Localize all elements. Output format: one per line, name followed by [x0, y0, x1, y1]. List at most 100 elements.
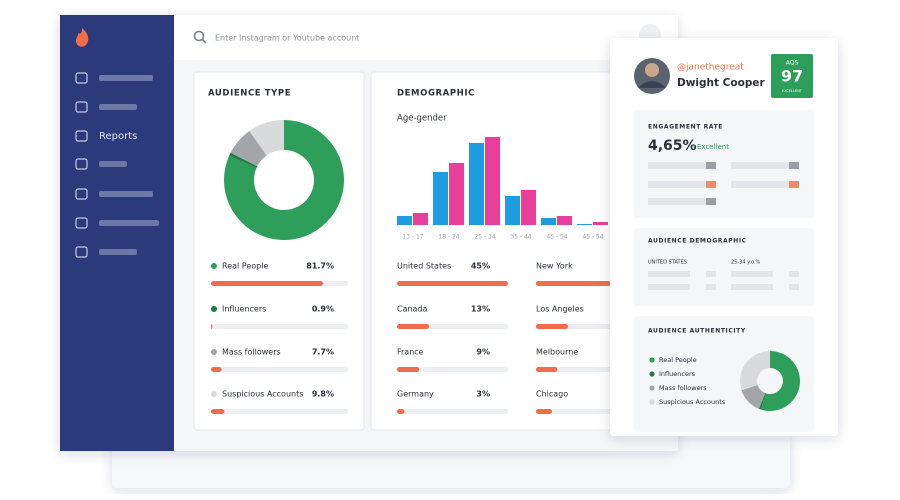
- aqs-rating: EXCELLENT: [782, 89, 803, 93]
- bar: [521, 190, 536, 225]
- list-label: United States: [397, 262, 451, 271]
- placeholder: [789, 181, 799, 188]
- main-window: Reports Enter Instagram or Youtube accou…: [60, 15, 678, 451]
- x-tick-label: 13 - 17: [402, 234, 423, 241]
- aqs-score: 97: [781, 67, 803, 86]
- list-label: Germany: [397, 390, 434, 399]
- x-tick-label: 45 - 54: [582, 234, 603, 241]
- avatar: [645, 63, 659, 77]
- demographic-label: UNITED STATES: [648, 260, 687, 266]
- legend-label: Mass followers: [222, 348, 281, 357]
- search-icon: [201, 38, 207, 44]
- bar-track: [211, 367, 348, 372]
- panel-title: AUDIENCE DEMOGRAPHIC: [648, 238, 747, 245]
- demographic: 13 - 17 18 - 24 25 - 34 35 - 44 45 - 54 45 - …: [397, 137, 616, 414]
- aqs-badge: [771, 54, 813, 98]
- bar-track: [211, 324, 348, 329]
- placeholder: [731, 271, 773, 277]
- bar: [536, 367, 558, 372]
- card-title: AUDIENCE TYPE: [208, 89, 291, 99]
- bar: [397, 409, 405, 414]
- placeholder: [648, 271, 690, 277]
- menu-item[interactable]: [99, 75, 153, 81]
- placeholder: [706, 198, 716, 205]
- sidebar-menu: Reports: [75, 72, 159, 258]
- list-label: Chicago: [536, 390, 568, 399]
- placeholder: [706, 162, 716, 169]
- legend-label: Influencers: [659, 370, 696, 378]
- bar-track: [397, 409, 508, 414]
- menu-item[interactable]: Reports: [99, 131, 137, 142]
- profile-name: Dwight Cooper: [677, 77, 765, 89]
- bar: [485, 137, 500, 225]
- donut-segment: [740, 351, 770, 391]
- menu-icon: [75, 101, 88, 113]
- menu-item[interactable]: [99, 191, 153, 197]
- legend-value: 81.7%: [306, 262, 334, 271]
- list-label: Canada: [397, 305, 428, 314]
- card: [370, 71, 642, 431]
- list-value: 13%: [471, 305, 490, 314]
- menu-icon: [75, 72, 88, 84]
- legend-label: Suspicious Accounts: [222, 390, 303, 399]
- legend-dot: [211, 263, 217, 269]
- menu-icon: [75, 246, 88, 258]
- x-tick-label: 18 - 24: [438, 234, 459, 241]
- panel: [634, 110, 814, 218]
- legend-dot: [649, 357, 655, 363]
- legend-label: Real People: [222, 262, 268, 271]
- donut-segment: [741, 385, 766, 409]
- list-value: 9%: [476, 348, 490, 357]
- x-tick-label: 25 - 34: [474, 234, 495, 241]
- placeholder: [789, 162, 799, 169]
- placeholder: [648, 162, 716, 169]
- legend-value: 0.9%: [312, 305, 334, 314]
- placeholder: [789, 271, 799, 277]
- legend-dot: [211, 391, 217, 397]
- list-label: New York: [536, 262, 573, 271]
- bar: [397, 216, 412, 225]
- logo: [75, 28, 89, 47]
- legend-dot: [211, 306, 217, 312]
- bar: [469, 143, 484, 225]
- sidebar: [60, 15, 174, 451]
- menu-item[interactable]: [99, 161, 127, 167]
- bar-track: [536, 409, 616, 414]
- bar: [536, 281, 611, 286]
- menu-item[interactable]: [99, 104, 137, 110]
- bar: [397, 324, 430, 329]
- placeholder: [706, 284, 716, 290]
- legend-value: 9.8%: [312, 390, 334, 399]
- chart-title: Age-gender: [397, 114, 447, 124]
- bar: [536, 409, 552, 414]
- menu-item[interactable]: [99, 220, 159, 226]
- bar: [505, 196, 520, 225]
- list-value: 45%: [471, 262, 490, 271]
- placeholder: [731, 284, 773, 290]
- placeholder: [648, 198, 716, 205]
- bar: [433, 172, 448, 225]
- profile-handle: @janethegreat: [677, 63, 744, 73]
- profile-card: @janethegreat Dwight Cooper AQS 97 EXCEL…: [610, 38, 838, 436]
- donut-segment: [229, 152, 258, 168]
- bar: [577, 224, 592, 225]
- audience-type: Real People 81.7% Influencers 0.9% Mass foll…: [211, 120, 348, 414]
- bar-track: [211, 409, 348, 414]
- menu-icon: [75, 158, 88, 170]
- demographic-label: 25-34 y.o.%: [731, 260, 761, 266]
- search-placeholder: Enter Instagram or Youtube account: [215, 34, 359, 43]
- search-bar[interactable]: [174, 15, 678, 60]
- menu-item[interactable]: [99, 249, 137, 255]
- legend-label: Mass followers: [659, 384, 707, 392]
- engagement-value: 4,65%: [648, 138, 697, 154]
- list-label: Los Angeles: [536, 305, 584, 314]
- bar: [541, 218, 556, 225]
- menu-icon: [75, 217, 88, 229]
- engagement-rating: Excellent: [697, 143, 729, 151]
- donut-segment: [249, 120, 284, 156]
- panel-title: ENGAGEMENT RATE: [648, 124, 723, 131]
- bar: [413, 213, 428, 225]
- list-label: Melbourne: [536, 348, 578, 357]
